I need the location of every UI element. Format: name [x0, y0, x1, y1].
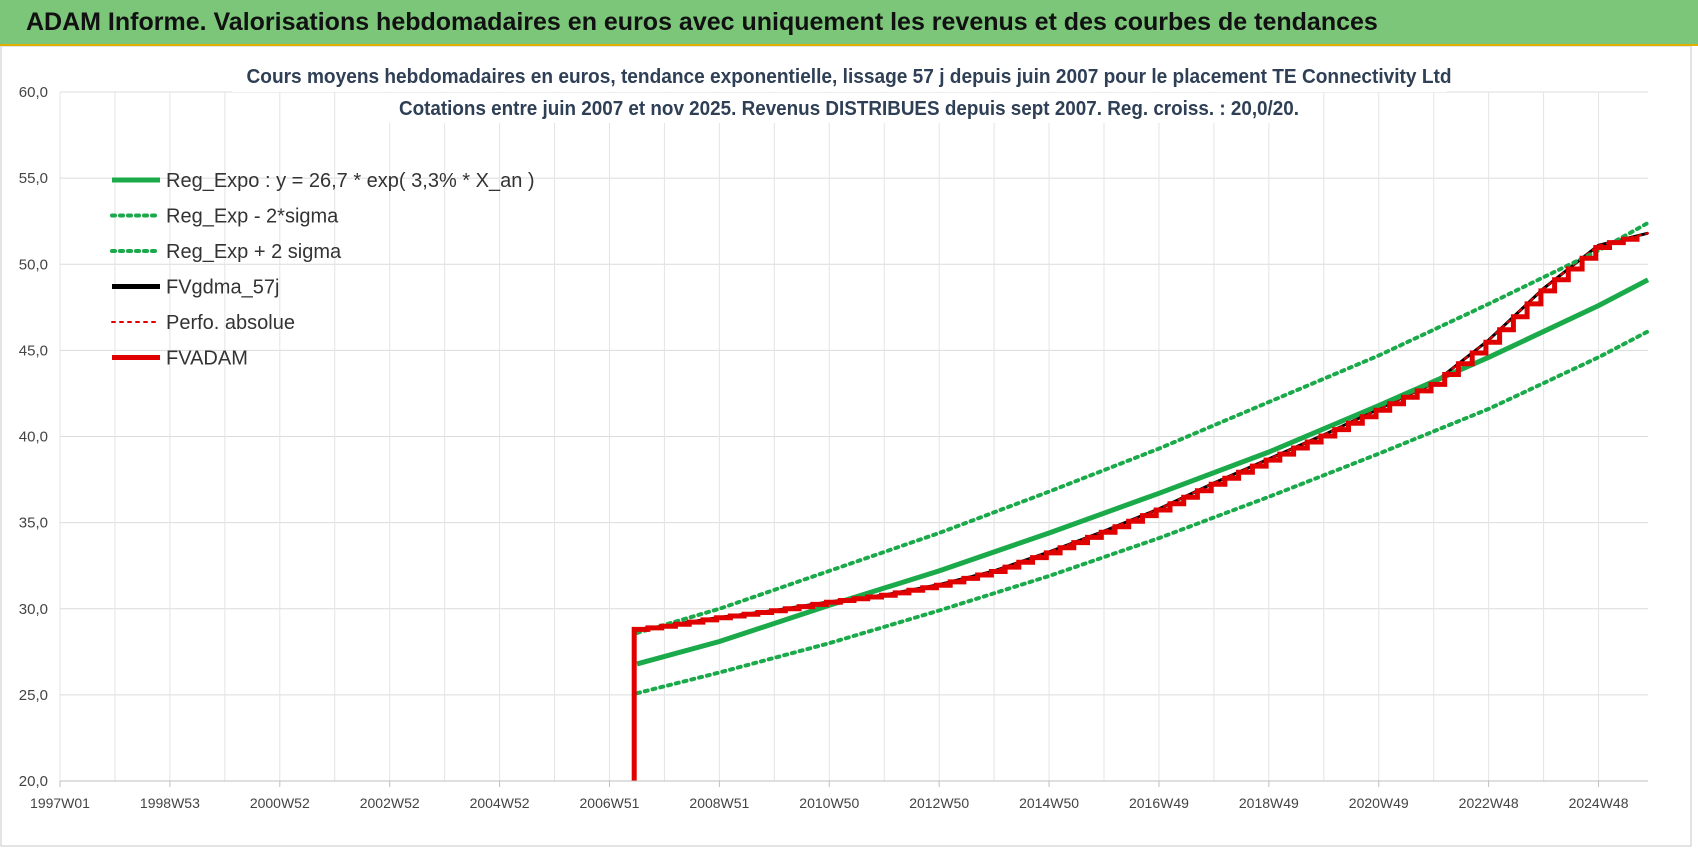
x-tick-label: 2018W49 — [1239, 795, 1299, 811]
legend: Reg_Expo : y = 26,7 * exp( 3,3% * X_an )… — [110, 170, 535, 370]
line-chart: 20,0 25,0 30,0 35,0 40,0 45,0 50,0 55,0 60,0 199… — [0, 46, 1698, 848]
x-tick-label: 1998W53 — [140, 795, 200, 811]
x-tick-label: 2006W51 — [580, 795, 640, 811]
series-line-1 — [635, 329, 1650, 696]
x-tick-label: 2022W48 — [1459, 795, 1519, 811]
x-tick-label: 2004W52 — [470, 795, 530, 811]
x-tick-label: 2024W48 — [1569, 795, 1629, 811]
y-tick-label: 25,0 — [19, 687, 48, 704]
y-tick-label: 30,0 — [19, 601, 48, 618]
x-tick-label: 2020W49 — [1349, 795, 1409, 811]
legend-label: FVgdma_57j — [166, 277, 279, 299]
y-tick-label: 20,0 — [19, 773, 48, 790]
series-line-5 — [631, 235, 1640, 781]
x-tick-label: 2016W49 — [1129, 795, 1189, 811]
report-banner: ADAM Informe. Valorisations hebdomadaire… — [0, 0, 1698, 46]
y-tick-label: 55,0 — [19, 170, 48, 187]
chart-title: Cours moyens hebdomadaires en euros, ten… — [232, 62, 1452, 123]
chart-frame — [0, 46, 1692, 847]
x-tick-label: 2002W52 — [360, 795, 420, 811]
x-tick-label: 2012W50 — [909, 795, 969, 811]
y-tick-label: 40,0 — [19, 429, 48, 446]
y-tick-label: 60,0 — [19, 84, 48, 101]
x-tick-label: 1997W01 — [30, 795, 90, 811]
y-tick-label: 35,0 — [19, 515, 48, 532]
series-line-0 — [636, 277, 1650, 667]
y-axis-ticks: 20,0 25,0 30,0 35,0 40,0 45,0 50,0 55,0 60,0 — [19, 84, 48, 790]
x-tick-label: 2008W51 — [689, 795, 749, 811]
x-axis-ticks: 1997W01 1998W53 2000W52 2002W52 2004W52 2006W… — [30, 781, 1629, 811]
legend-label: Perfo. absolue — [166, 312, 295, 334]
x-tick-label: 2014W50 — [1019, 795, 1079, 811]
chart-title-line-2: Cotations entre juin 2007 et nov 2025. R… — [399, 98, 1299, 120]
y-tick-label: 50,0 — [19, 256, 48, 273]
series-line-2 — [635, 220, 1650, 635]
legend-label: Reg_Exp + 2 sigma — [166, 241, 342, 263]
chart-background — [0, 46, 1698, 848]
vertical-gridlines — [59, 92, 1600, 781]
x-tick-label: 2010W50 — [799, 795, 859, 811]
y-tick-label: 45,0 — [19, 342, 48, 359]
series-layer — [631, 220, 1650, 781]
report-title: ADAM Informe. Valorisations hebdomadaire… — [26, 8, 1378, 36]
x-tick-label: 2000W52 — [250, 795, 310, 811]
legend-label: Reg_Exp - 2*sigma — [166, 206, 339, 228]
chart-title-line-1: Cours moyens hebdomadaires en euros, ten… — [247, 66, 1452, 88]
legend-label: FVADAM — [166, 348, 248, 370]
legend-label: Reg_Expo : y = 26,7 * exp( 3,3% * X_an ) — [166, 170, 535, 192]
